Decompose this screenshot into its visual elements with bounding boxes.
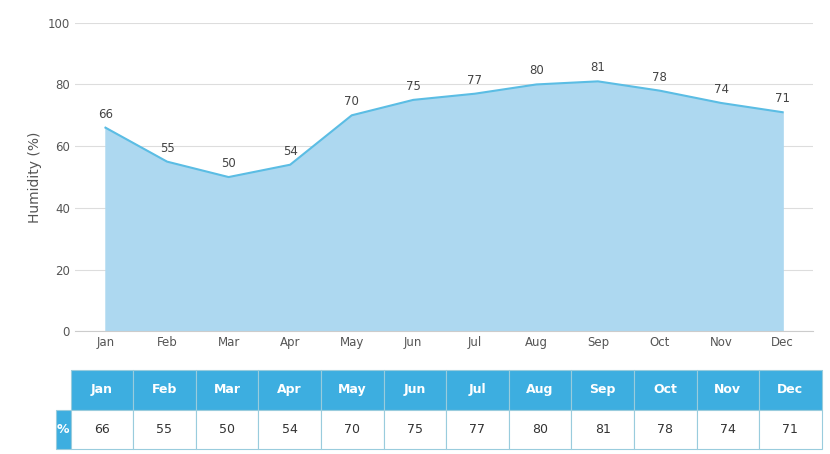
Text: 71: 71 bbox=[775, 92, 790, 105]
Text: 78: 78 bbox=[652, 71, 667, 84]
Text: 81: 81 bbox=[590, 61, 605, 74]
Text: 54: 54 bbox=[283, 145, 298, 158]
Legend: Average Humidity(%): Average Humidity(%) bbox=[367, 378, 521, 391]
Text: 75: 75 bbox=[406, 80, 421, 93]
Text: 66: 66 bbox=[98, 108, 113, 121]
Y-axis label: Humidity (%): Humidity (%) bbox=[28, 131, 42, 223]
Text: 70: 70 bbox=[344, 95, 359, 109]
Text: 80: 80 bbox=[529, 64, 544, 78]
Text: 55: 55 bbox=[159, 142, 174, 155]
Text: 74: 74 bbox=[714, 83, 729, 96]
Text: 50: 50 bbox=[222, 157, 236, 170]
Text: 77: 77 bbox=[467, 74, 482, 87]
